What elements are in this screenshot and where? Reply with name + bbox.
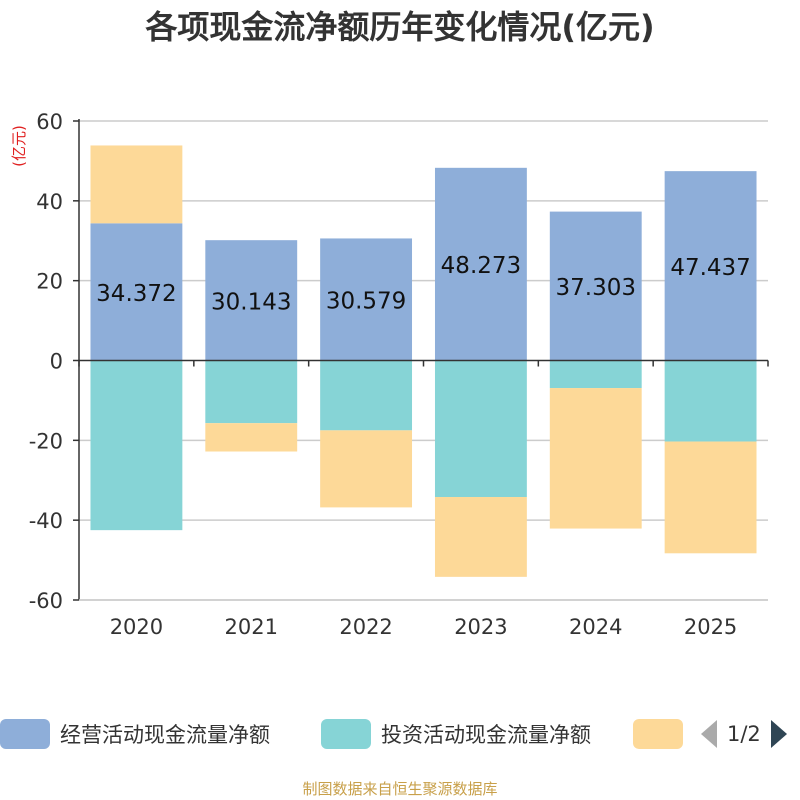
bar-segment [320, 430, 413, 508]
x-tick-label: 2020 [110, 615, 163, 639]
y-tick-label: 0 [50, 350, 63, 374]
y-tick-label: -40 [29, 509, 63, 533]
legend: 经营活动现金流量净额 投资活动现金流量净额 1/2 [0, 716, 800, 752]
bar-segment [549, 211, 642, 361]
bar-segment [320, 360, 413, 431]
bar-segment [664, 171, 757, 361]
x-tick-label: 2024 [569, 615, 622, 639]
legend-swatch-financing [633, 719, 683, 749]
x-tick-label: 2023 [454, 615, 507, 639]
bar-segment [434, 497, 527, 577]
x-tick-label: 2025 [684, 615, 737, 639]
data-source-note: 制图数据来自恒生聚源数据库 [302, 780, 498, 798]
bar-segment [320, 238, 413, 361]
legend-next-arrow-icon[interactable] [770, 720, 787, 748]
x-tick-label: 2022 [339, 615, 392, 639]
y-tick-label: 20 [36, 270, 63, 294]
chart-title: 各项现金流净额历年变化情况(亿元) [145, 8, 655, 46]
bar-value-label: 47.437 [670, 255, 750, 281]
legend-label-operating: 经营活动现金流量净额 [60, 723, 270, 747]
y-tick-label: 40 [36, 190, 63, 214]
y-tick-label: 60 [36, 110, 63, 134]
bar-segment [205, 240, 298, 361]
legend-page-indicator: 1/2 [727, 722, 761, 746]
y-tick-label: -20 [29, 429, 63, 453]
bar-segment [664, 441, 757, 554]
bar-segment [434, 360, 527, 498]
bar-segment [205, 423, 298, 452]
bar-segment [549, 360, 642, 389]
bar-segment [90, 223, 183, 361]
bar-value-label: 30.143 [211, 289, 291, 315]
y-axis-unit-label: (亿元) [10, 125, 28, 167]
bars [90, 145, 757, 577]
legend-swatch-investing [321, 719, 371, 749]
bar-value-label: 34.372 [96, 281, 176, 307]
legend-pager: 1/2 [701, 716, 787, 752]
legend-label-investing: 投资活动现金流量净额 [381, 723, 591, 747]
legend-prev-arrow-icon[interactable] [701, 720, 717, 748]
legend-item-financing[interactable] [633, 716, 693, 752]
bar-segment [90, 145, 183, 224]
bar-segment [90, 360, 183, 531]
legend-item-operating[interactable]: 经营活动现金流量净额 [0, 716, 270, 752]
bar-segment [434, 167, 527, 361]
data-labels: 34.372 30.143 30.579 48.273 37.303 47.437 [96, 253, 751, 315]
legend-item-investing[interactable]: 投资活动现金流量净额 [321, 716, 591, 752]
bar-segment [549, 388, 642, 529]
x-tick-label: 2021 [225, 615, 278, 639]
bar-value-label: 48.273 [441, 253, 521, 279]
bar-value-label: 30.579 [326, 288, 406, 314]
bar-segment [664, 360, 757, 442]
y-tick-label: -60 [29, 589, 63, 613]
bar-value-label: 37.303 [556, 275, 636, 301]
bar-segment [205, 360, 298, 424]
legend-swatch-operating [0, 719, 50, 749]
stacked-bar-chart: 60 40 20 0 -20 -40 -60 2020 2021 2022 2023 2024 2025… [10, 110, 769, 639]
axes: 60 40 20 0 -20 -40 -60 2020 2021 2022 2023 2024 2025 [29, 110, 769, 639]
